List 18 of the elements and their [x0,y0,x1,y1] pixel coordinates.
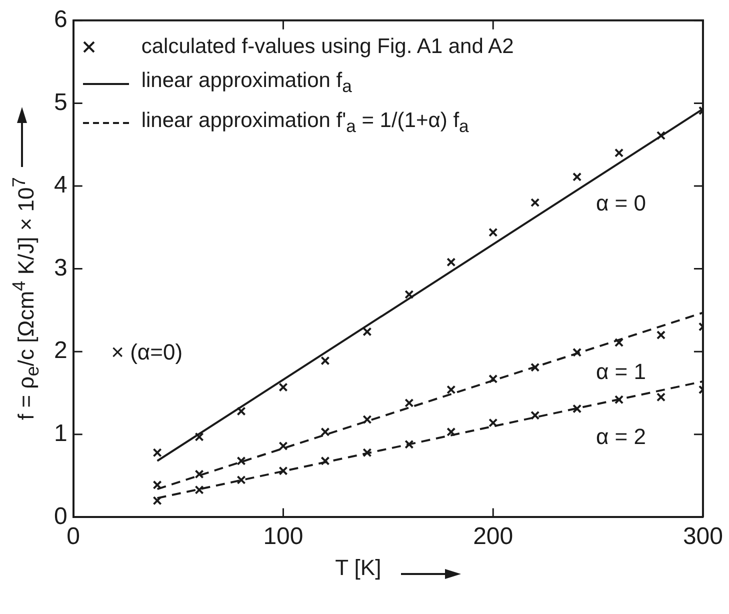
y-tick-label: 3 [54,254,68,282]
annotation: α = 2 [596,424,646,449]
y-tick-label: 0 [54,502,68,530]
legend-label: calculated f-values using Fig. A1 and A2 [141,34,514,60]
x-tick-label: 100 [263,523,304,550]
x-tick-label: 300 [682,523,723,550]
y-tick-label: 4 [54,172,68,199]
x-axis-title: T [K] [335,555,382,582]
y-tick-label: 2 [54,337,68,364]
annotation: × (α=0) [111,339,183,364]
annotation: α = 1 [596,359,646,384]
legend-label: linear approximation f$_{a}$ [141,68,352,99]
y-tick-label: 1 [54,420,68,448]
y-tick-label: 5 [54,88,68,116]
y-tick-label: 6 [54,6,68,34]
annotation: α = 0 [596,190,646,216]
x-tick-label: 200 [473,523,514,550]
legend-label: linear approximation f'$_{a}$ = 1/(1+α) f$_{a}$ [141,108,469,138]
